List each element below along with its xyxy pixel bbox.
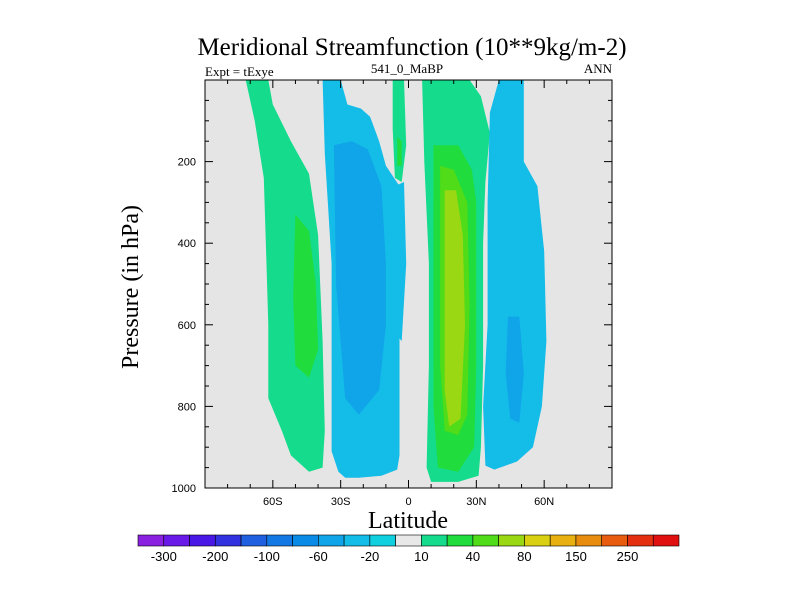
x-axis-label: Latitude (368, 508, 448, 534)
colorbar-swatch (318, 534, 345, 547)
colorbar-label: 40 (466, 549, 480, 564)
colorbar-label: -100 (254, 549, 280, 564)
colorbar-swatch (369, 534, 396, 547)
colorbar-label: -20 (361, 549, 380, 564)
colorbar-label: 250 (617, 549, 639, 564)
x-tick-label: 30N (466, 496, 486, 508)
contour-fill-layer (245, 80, 547, 482)
season-label: ANN (584, 61, 613, 76)
colorbar-label: 10 (414, 549, 428, 564)
colorbar: -300 -200 -100 -60 -20 10 40 80 150 250 (137, 534, 680, 564)
colorbar-swatch (214, 534, 242, 547)
y-tick-label: 200 (178, 157, 196, 169)
colorbar-swatch (163, 534, 190, 547)
x-tick-label: 0 (405, 496, 411, 508)
colorbar-swatch (343, 534, 371, 547)
contour-region-nh-positive-cell-max (444, 190, 465, 427)
colorbar-swatch (549, 534, 577, 547)
colorbar-label: -60 (309, 549, 328, 564)
y-tick-label: 800 (178, 401, 196, 413)
axis-ticks: 60S 30S 0 30N 60N 200 400 600 800 1000 (172, 80, 612, 508)
x-tick-label: 30S (331, 496, 351, 508)
colorbar-label: 80 (517, 549, 531, 564)
contour-region-equatorial-positive-core (397, 137, 402, 166)
colorbar-swatch (652, 534, 680, 547)
colorbar-label: 150 (565, 549, 587, 564)
colorbar-swatch (292, 534, 319, 547)
colorbar-swatch (421, 534, 448, 547)
y-tick-label: 600 (178, 320, 196, 332)
y-axis-label: Pressure (in hPa) (118, 205, 144, 369)
y-tick-label: 400 (178, 238, 196, 250)
colorbar-label: -200 (202, 549, 228, 564)
experiment-label: Expt = tExye (205, 64, 274, 79)
colorbar-swatch (240, 534, 268, 547)
period-label: 541_0_MaBP (371, 61, 443, 76)
colorbar-swatch (601, 534, 628, 547)
chart-title: Meridional Streamfunction (10**9kg/m-2) (197, 34, 626, 61)
contour-region-nh-negative-cell (483, 80, 547, 470)
colorbar-swatch (472, 534, 499, 547)
colorbar-swatch (189, 534, 216, 547)
colorbar-swatch (575, 534, 603, 547)
x-tick-label: 60S (263, 496, 283, 508)
colorbar-label: -300 (151, 549, 177, 564)
colorbar-swatch (498, 534, 525, 547)
colorbar-swatch (446, 534, 474, 547)
contour-region-sh-outer-positive-core (293, 214, 319, 378)
contour-region-nh-negative-cell-core (505, 316, 524, 423)
x-tick-label: 60N (534, 496, 554, 508)
colorbar-swatch (137, 534, 165, 547)
colorbar-swatch (524, 534, 551, 547)
contour-region-equatorial-positive (392, 80, 407, 182)
plot-area: 60S 30S 0 30N 60N 200 400 600 800 1000 (172, 79, 613, 508)
y-tick-label: 1000 (172, 483, 196, 495)
contour-region-equatorial-negative-strip (394, 182, 407, 342)
contour-region-sh-negative-cell-core (333, 141, 386, 415)
colorbar-swatch (266, 534, 293, 547)
colorbar-swatch (627, 534, 654, 547)
colorbar-swatch (395, 534, 422, 547)
